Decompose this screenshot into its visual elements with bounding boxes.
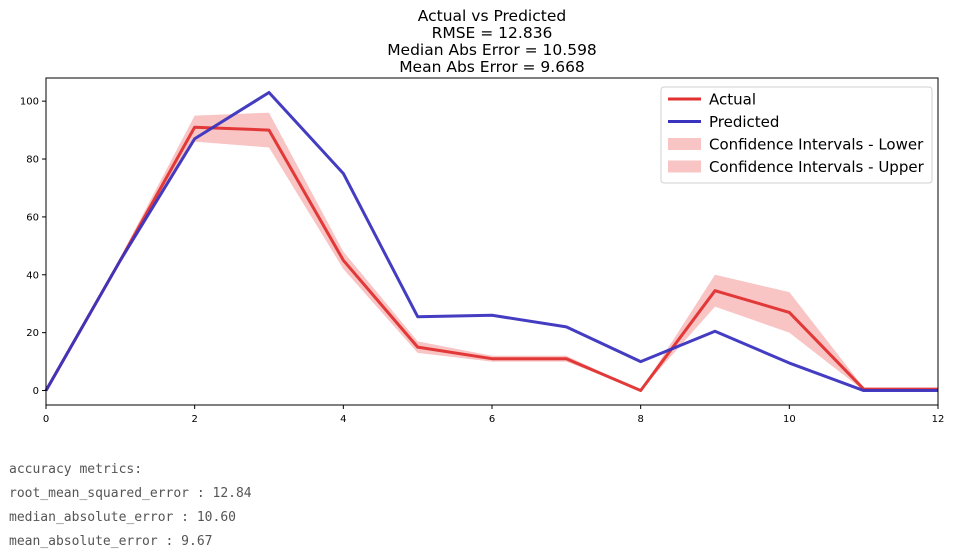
x-tick-label: 0: [43, 414, 49, 425]
metric-rmse: root_mean_squared_error : 12.84: [9, 486, 252, 501]
legend-patch-swatch: [668, 138, 701, 150]
legend-label: Confidence Intervals - Upper: [709, 158, 925, 176]
series-line-predicted: [44, 90, 938, 393]
legend-label: Actual: [709, 91, 756, 109]
y-tick-label: 40: [26, 270, 39, 281]
y-tick-label: 100: [20, 97, 39, 108]
x-tick-label: 8: [637, 414, 643, 425]
y-tick-label: 0: [33, 386, 39, 397]
legend: Actual Predicted Confidence Intervals - Lo…: [660, 86, 933, 184]
y-axis: 0 20 40 60 80 100: [20, 97, 46, 397]
y-tick-label: 80: [26, 155, 39, 166]
legend-label: Confidence Intervals - Lower: [709, 136, 924, 154]
y-tick-label: 60: [26, 212, 39, 223]
x-tick-label: 10: [783, 414, 796, 425]
y-tick-label: 20: [26, 328, 39, 339]
legend-label: Predicted: [709, 113, 779, 131]
x-axis: 0 2 4 6 8 10 12: [43, 405, 945, 425]
series-line-actual: [44, 125, 938, 393]
x-tick-label: 12: [932, 414, 945, 425]
metric-median-abs-error: median_absolute_error : 10.60: [9, 510, 236, 525]
metrics-header: accuracy metrics:: [9, 462, 143, 477]
chart-title-line: Median Abs Error = 10.598: [387, 41, 597, 59]
accuracy-metrics-output: accuracy metrics: root_mean_squared_erro…: [9, 458, 252, 554]
series-lines: [44, 90, 938, 393]
metric-mean-abs-error: mean_absolute_error : 9.67: [9, 534, 213, 549]
chart-title-line: Mean Abs Error = 9.668: [399, 58, 585, 76]
chart-title-line: Actual vs Predicted: [418, 7, 566, 25]
x-tick-label: 6: [489, 414, 495, 425]
legend-box: [660, 86, 933, 184]
legend-patch-swatch: [668, 160, 701, 173]
x-tick-label: 4: [340, 414, 346, 425]
chart-title-line: RMSE = 12.836: [432, 24, 553, 42]
x-tick-label: 2: [191, 414, 197, 425]
